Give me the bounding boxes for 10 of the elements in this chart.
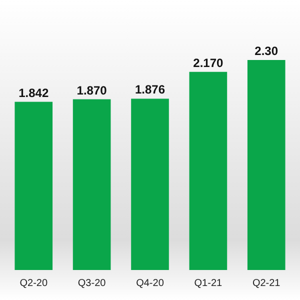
x-tick-label: Q2-20 xyxy=(20,278,48,289)
x-tick-label: Q1-21 xyxy=(194,278,223,289)
data-label: 1.870 xyxy=(76,83,108,98)
x-tick-label: Q2-21 xyxy=(252,278,281,289)
data-label: 1.876 xyxy=(134,82,166,97)
x-tick-label: Q3-20 xyxy=(78,278,106,289)
x-tick-label: Q4-20 xyxy=(136,278,164,289)
data-label: 1.842 xyxy=(18,86,49,100)
data-label: 2.170 xyxy=(193,56,224,70)
data-label: 2.30 xyxy=(254,44,278,58)
